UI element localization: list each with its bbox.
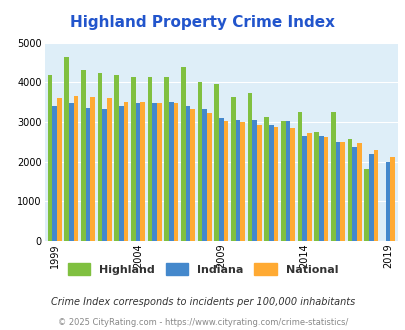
Bar (240, 122, 244, 241)
Bar (301, 136, 306, 241)
Bar (185, 106, 190, 241)
Bar (147, 77, 152, 241)
Bar (247, 93, 252, 241)
Bar (318, 136, 323, 241)
Bar (207, 114, 211, 241)
Bar (235, 120, 240, 241)
Bar (57, 98, 62, 241)
Bar (181, 67, 185, 241)
Bar (368, 154, 373, 241)
Bar (385, 162, 389, 241)
Bar (389, 157, 394, 241)
Bar (140, 102, 145, 241)
Bar (168, 102, 173, 241)
Bar (47, 75, 52, 241)
Bar (197, 82, 202, 241)
Bar (202, 109, 207, 241)
Bar (107, 98, 111, 241)
Bar (85, 108, 90, 241)
Bar (335, 142, 339, 241)
Bar (157, 103, 161, 241)
Bar (264, 117, 268, 241)
Bar (190, 109, 194, 241)
Bar (73, 96, 78, 241)
Bar (131, 77, 135, 241)
Bar (323, 137, 327, 241)
Legend: Highland, Indiana, National: Highland, Indiana, National (64, 260, 341, 278)
Bar (119, 106, 124, 241)
Bar (273, 127, 277, 241)
Bar (297, 112, 301, 241)
Bar (268, 125, 273, 241)
Bar (347, 139, 352, 241)
Text: © 2025 CityRating.com - https://www.cityrating.com/crime-statistics/: © 2025 CityRating.com - https://www.city… (58, 318, 347, 327)
Bar (52, 106, 57, 241)
Bar (135, 104, 140, 241)
Bar (223, 121, 228, 241)
Bar (230, 97, 235, 241)
Text: Highland Property Crime Index: Highland Property Crime Index (70, 15, 335, 30)
Bar (339, 142, 344, 241)
Bar (218, 118, 223, 241)
Bar (90, 97, 95, 241)
Bar (313, 132, 318, 241)
Bar (124, 102, 128, 241)
Bar (173, 104, 178, 241)
Bar (256, 125, 261, 241)
Bar (356, 144, 361, 241)
Bar (164, 77, 168, 241)
Bar (69, 103, 73, 241)
Bar (64, 57, 69, 241)
Bar (214, 84, 218, 241)
Bar (330, 112, 335, 241)
Bar (352, 147, 356, 241)
Bar (280, 121, 285, 241)
Bar (363, 169, 368, 241)
Bar (373, 150, 377, 241)
Bar (152, 103, 157, 241)
Bar (102, 109, 107, 241)
Bar (114, 75, 119, 241)
Bar (252, 120, 256, 241)
Bar (285, 121, 290, 241)
Bar (81, 70, 85, 241)
Bar (306, 133, 311, 241)
Text: Crime Index corresponds to incidents per 100,000 inhabitants: Crime Index corresponds to incidents per… (51, 297, 354, 307)
Bar (97, 73, 102, 241)
Bar (290, 128, 294, 241)
